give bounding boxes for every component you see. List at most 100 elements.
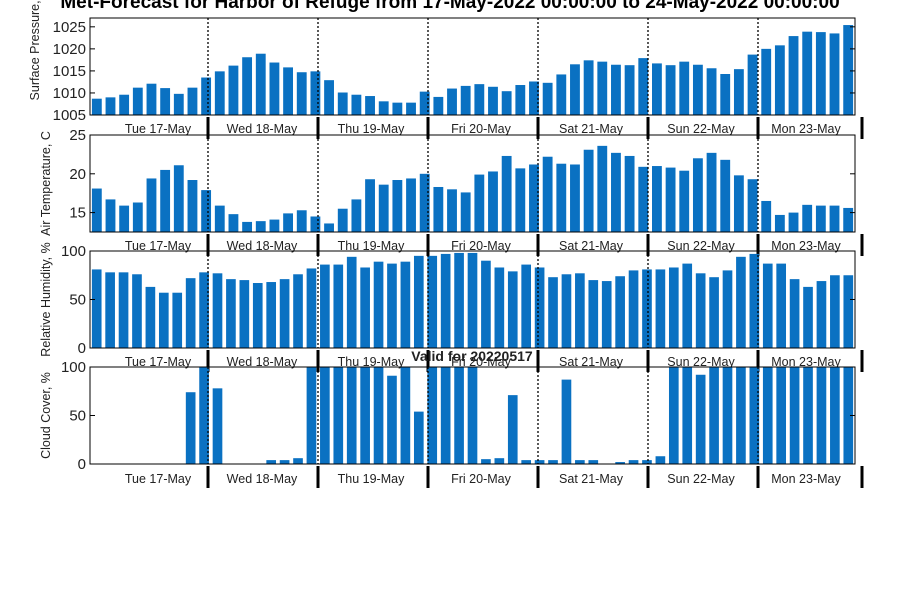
bar	[119, 94, 130, 115]
bar	[601, 281, 612, 348]
bar	[146, 83, 157, 115]
bar	[830, 275, 840, 348]
bar	[542, 156, 553, 232]
y-tick-label: 1020	[53, 41, 86, 58]
bar	[413, 411, 424, 464]
bar	[269, 219, 280, 232]
bar	[239, 280, 250, 348]
y-axis-label: Relative Humidity, %	[39, 242, 53, 356]
bar	[803, 286, 813, 348]
bar	[679, 61, 690, 115]
bar	[615, 462, 625, 464]
bar	[105, 272, 115, 348]
x-tick-label: Fri 20-May	[451, 472, 511, 486]
bar	[611, 64, 621, 115]
bar	[829, 205, 840, 232]
bar	[392, 102, 403, 115]
bar	[132, 274, 142, 348]
bar	[542, 82, 553, 115]
bar	[158, 292, 169, 348]
y-tick-label: 50	[69, 292, 86, 309]
bar	[556, 74, 567, 115]
bar	[575, 273, 585, 348]
bar	[145, 286, 156, 348]
bar	[214, 205, 225, 232]
bar	[501, 91, 512, 115]
bar	[187, 87, 198, 115]
bar	[320, 264, 330, 348]
bar	[324, 223, 334, 232]
bar	[642, 460, 652, 464]
bar	[387, 375, 397, 464]
axes-frame	[89, 134, 856, 233]
axes-frame	[89, 17, 856, 116]
bar	[682, 263, 693, 348]
bar	[118, 272, 129, 348]
bar	[534, 267, 545, 348]
bar	[212, 273, 223, 348]
bar	[360, 367, 370, 464]
bar	[655, 456, 666, 464]
bar	[588, 280, 599, 348]
x-tick-label: Sat 21-May	[559, 122, 624, 136]
bar	[774, 45, 785, 116]
bar	[638, 58, 649, 115]
bar	[201, 77, 212, 115]
bar	[774, 214, 785, 232]
bar	[132, 87, 143, 115]
bar	[365, 96, 375, 115]
bar	[665, 167, 676, 232]
bar	[706, 68, 717, 115]
bar	[843, 275, 854, 348]
valid-date-label: Valid for 20220517	[411, 348, 533, 364]
bar	[843, 367, 854, 464]
bar	[561, 379, 572, 464]
x-tick-label: Sun 22-May	[667, 355, 735, 369]
bar	[515, 168, 526, 232]
bar	[803, 367, 813, 464]
bar	[214, 71, 225, 115]
bar	[652, 63, 662, 115]
bar	[173, 93, 184, 115]
bar	[172, 292, 183, 348]
bar	[583, 60, 594, 115]
panel-2: 15 20 25 Tue 17-May Wed 18-May Thu 19-May Fri …	[39, 127, 864, 256]
bar	[534, 460, 545, 464]
bar	[652, 166, 662, 232]
bar	[474, 174, 485, 232]
bar	[749, 367, 760, 464]
bar	[575, 460, 585, 464]
bar	[105, 199, 116, 232]
panel-1: 1005 1010 1015 1020 1025 Tue 17-May Wed 18-May…	[28, 0, 864, 139]
bar	[597, 145, 608, 232]
y-tick-label: 100	[61, 359, 86, 376]
bar	[427, 367, 438, 464]
bar	[695, 273, 706, 348]
bar	[226, 279, 236, 348]
bar	[296, 72, 307, 115]
bar	[628, 270, 639, 348]
bar	[400, 261, 411, 348]
x-tick-label: Mon 23-May	[771, 122, 841, 136]
bar	[146, 178, 157, 232]
bar	[529, 164, 539, 232]
bar	[279, 279, 290, 348]
bar	[529, 81, 539, 115]
bar	[460, 192, 471, 232]
bar	[624, 155, 635, 232]
bar	[255, 221, 266, 232]
bar	[337, 208, 348, 232]
bar	[296, 210, 307, 232]
x-tick-label: Tue 17-May	[125, 355, 192, 369]
bar	[507, 271, 518, 348]
bar	[655, 269, 666, 348]
y-axis-label: Surface Pressure, mb	[28, 0, 42, 100]
bar	[709, 367, 719, 464]
bar	[722, 270, 733, 348]
bar	[588, 460, 599, 464]
bar	[816, 367, 827, 464]
bar	[378, 101, 389, 115]
bar	[427, 255, 438, 348]
bar	[400, 367, 411, 464]
x-tick-label: Sat 21-May	[559, 472, 624, 486]
